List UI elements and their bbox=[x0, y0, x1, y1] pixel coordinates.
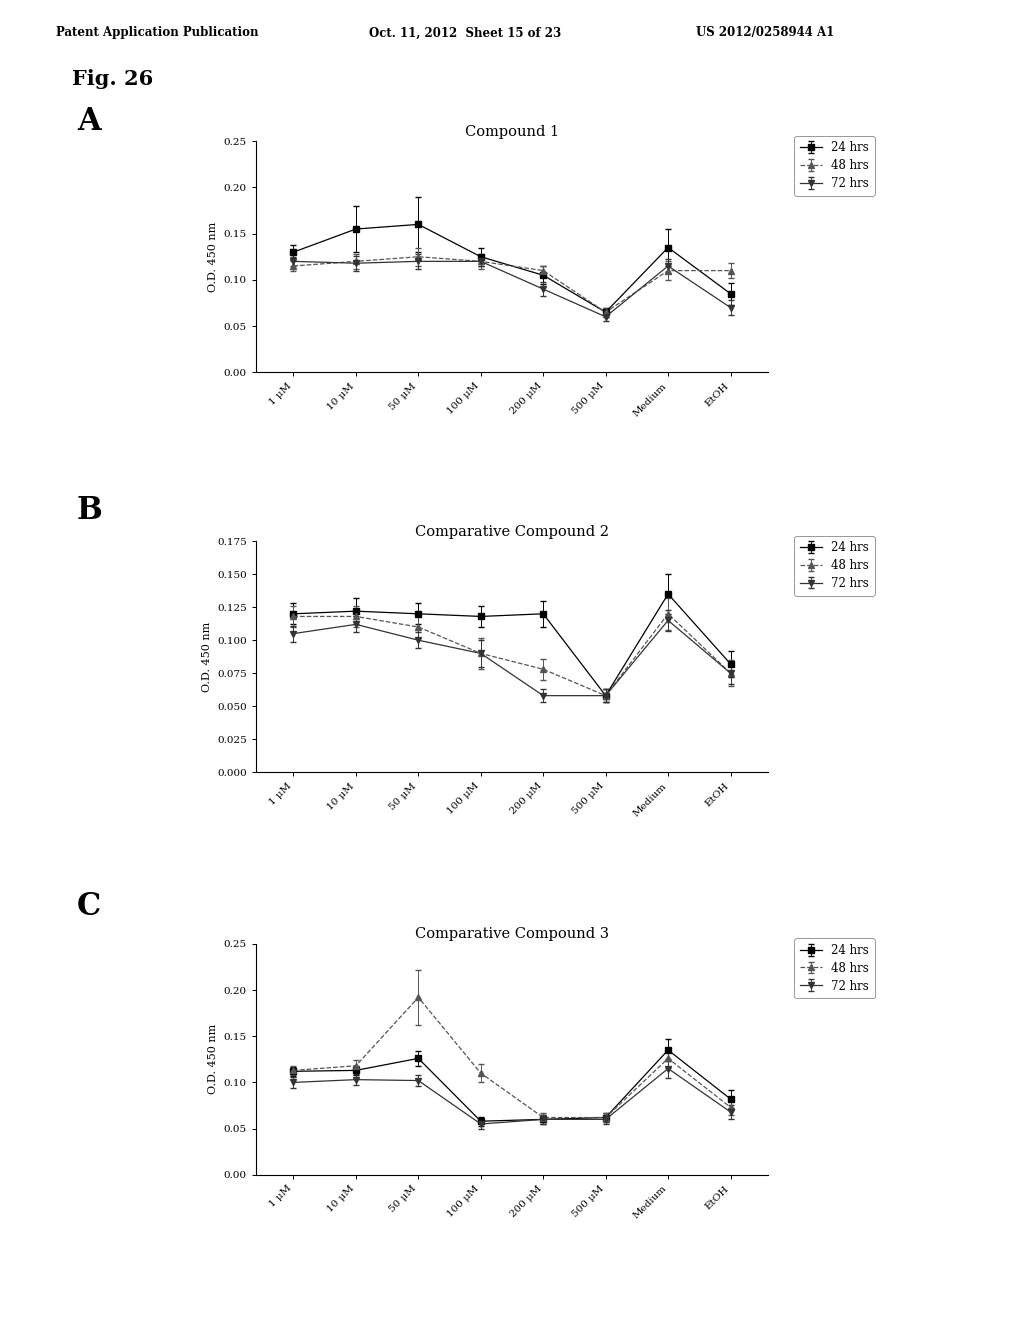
Text: B: B bbox=[77, 495, 102, 525]
Title: Compound 1: Compound 1 bbox=[465, 124, 559, 139]
Legend: 24 hrs, 48 hrs, 72 hrs: 24 hrs, 48 hrs, 72 hrs bbox=[795, 939, 874, 998]
Y-axis label: O.D. 450 nm: O.D. 450 nm bbox=[208, 1024, 218, 1094]
Title: Comparative Compound 3: Comparative Compound 3 bbox=[415, 927, 609, 941]
Legend: 24 hrs, 48 hrs, 72 hrs: 24 hrs, 48 hrs, 72 hrs bbox=[795, 136, 874, 195]
Legend: 24 hrs, 48 hrs, 72 hrs: 24 hrs, 48 hrs, 72 hrs bbox=[795, 536, 874, 595]
Text: C: C bbox=[77, 891, 101, 921]
Text: Fig. 26: Fig. 26 bbox=[72, 69, 153, 88]
Y-axis label: O.D. 450 nm: O.D. 450 nm bbox=[202, 622, 212, 692]
Text: US 2012/0258944 A1: US 2012/0258944 A1 bbox=[696, 26, 835, 40]
Text: Patent Application Publication: Patent Application Publication bbox=[56, 26, 259, 40]
Y-axis label: O.D. 450 nm: O.D. 450 nm bbox=[208, 222, 218, 292]
Text: A: A bbox=[77, 106, 100, 136]
Title: Comparative Compound 2: Comparative Compound 2 bbox=[415, 524, 609, 539]
Text: Oct. 11, 2012  Sheet 15 of 23: Oct. 11, 2012 Sheet 15 of 23 bbox=[369, 26, 561, 40]
